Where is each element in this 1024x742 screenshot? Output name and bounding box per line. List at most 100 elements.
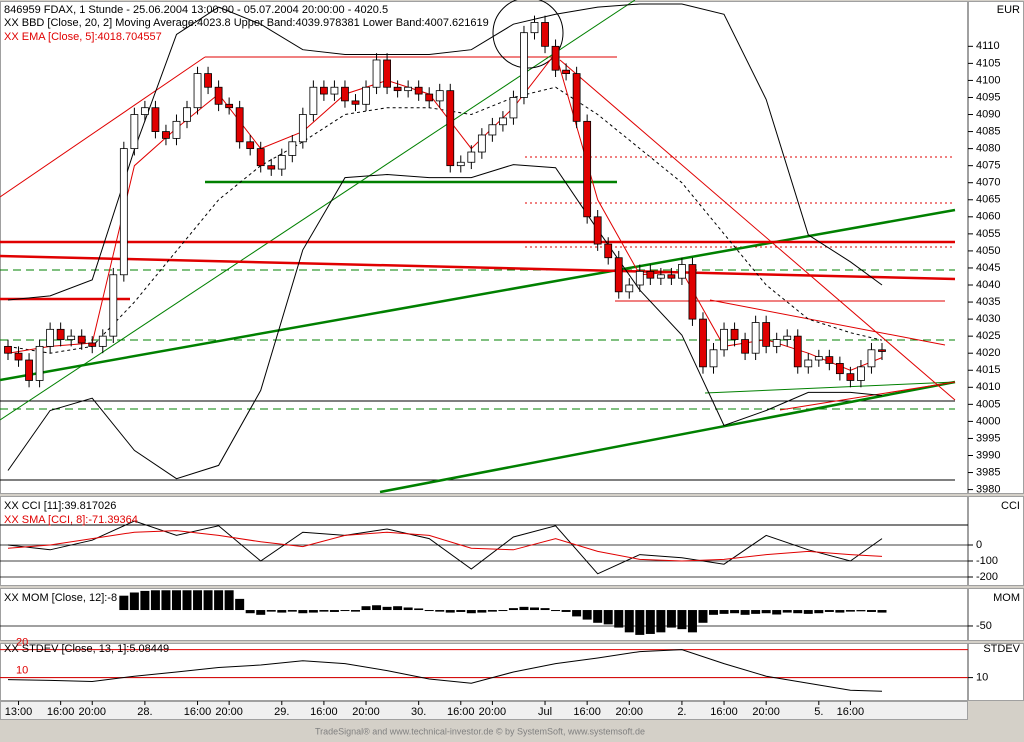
y-tick-label: 4000: [976, 415, 1000, 427]
bar: [677, 610, 687, 630]
x-tick-label: 16:00: [47, 706, 75, 718]
bar: [698, 610, 708, 623]
candle-body: [35, 345, 44, 381]
bar: [582, 610, 592, 620]
bar: [856, 610, 866, 612]
candle-body: [520, 32, 528, 98]
bar: [730, 610, 740, 614]
bar: [519, 606, 529, 611]
bar: [487, 610, 497, 612]
bar: [298, 610, 308, 614]
candle-body: [551, 45, 560, 71]
y-tick-label: 4045: [976, 262, 1000, 274]
candle-body: [362, 86, 370, 105]
bar: [414, 608, 424, 611]
candle-body: [193, 73, 202, 109]
candle-body: [235, 107, 244, 143]
candle-body: [25, 359, 33, 381]
y-tick-label: 4050: [976, 245, 1000, 257]
candle-body: [298, 114, 307, 143]
y-tick-label: 3990: [976, 449, 1000, 461]
bar: [266, 610, 276, 612]
stdev-panel: [0, 643, 968, 701]
bar: [772, 610, 782, 615]
x-tick-label: 16:00: [710, 706, 738, 718]
candle-body: [593, 216, 602, 245]
candle-body: [825, 356, 834, 364]
candle-body: [814, 356, 823, 361]
candle-body: [77, 335, 86, 344]
bar: [551, 610, 561, 612]
bar: [845, 610, 855, 612]
y-tick-label: 4070: [976, 177, 1000, 189]
candle-body: [772, 339, 781, 347]
bar: [656, 610, 666, 633]
legend-entry: XX STDEV [Close, 13, 1]:5.08449: [4, 643, 169, 655]
bar: [203, 590, 213, 611]
bar: [214, 590, 224, 611]
candle-body: [783, 335, 792, 340]
y-tick-label: 4005: [976, 398, 1000, 410]
x-tick-label: 16:00: [310, 706, 338, 718]
bar: [308, 610, 318, 613]
candle-body: [98, 335, 107, 347]
bar: [193, 590, 203, 611]
candle-body: [667, 274, 676, 279]
candle-body: [214, 86, 223, 105]
x-tick-label: 29.: [274, 706, 289, 718]
candle-body: [467, 151, 476, 163]
highlight-circle: [492, 0, 564, 69]
candle-body: [720, 328, 728, 351]
y-tick-label: 4110: [976, 40, 1000, 52]
trend-line: [704, 381, 956, 394]
candle-body: [688, 264, 697, 320]
bar: [256, 610, 266, 615]
candle-body: [319, 86, 328, 95]
bar: [635, 610, 645, 635]
y-tick-label: -50: [976, 620, 992, 632]
bar: [182, 590, 192, 611]
x-tick-label: 30.: [411, 706, 426, 718]
stdev-axis-area: [968, 643, 1024, 701]
x-tick-label: 20:00: [352, 706, 380, 718]
bar: [835, 610, 845, 613]
y-tick-label: 4075: [976, 160, 1000, 172]
y-tick-label: 3995: [976, 432, 1000, 444]
candle-body: [446, 90, 455, 167]
x-tick-label: 13:00: [5, 706, 33, 718]
overlay-line: [7, 3, 883, 301]
bar: [477, 610, 487, 613]
trend-line: [559, 59, 956, 401]
candle-body: [793, 335, 802, 368]
candle-body: [635, 270, 644, 286]
candle-body: [541, 22, 549, 47]
y-tick-label: 4020: [976, 347, 1000, 359]
y-tick-label: 4060: [976, 211, 1000, 223]
bar: [540, 608, 550, 611]
candle-body: [67, 335, 76, 340]
candle-body: [804, 359, 813, 368]
candle-body: [393, 86, 402, 92]
trend-line: [779, 381, 956, 411]
y-tick-label: 10: [976, 672, 988, 684]
bar: [424, 610, 434, 612]
candle-body: [383, 59, 391, 88]
x-tick-label: 16:00: [447, 706, 475, 718]
candle-body: [56, 328, 65, 340]
bar: [382, 606, 392, 611]
bar: [150, 590, 160, 611]
legend-entry: XX CCI [11]:39.817026: [4, 500, 116, 512]
y-tick-label: 4055: [976, 228, 1000, 240]
legend-entry: XX SMA [CCI, 8]:-71.39364: [4, 514, 138, 526]
bar: [824, 610, 834, 612]
indicator-line: [7, 530, 883, 562]
candle-body: [404, 86, 413, 92]
x-tick-label: 5.: [814, 706, 823, 718]
candle-body: [878, 349, 886, 352]
bar: [603, 610, 613, 625]
y-tick-label: 4030: [976, 313, 1000, 325]
candle-body: [509, 97, 518, 119]
candle-body: [656, 274, 665, 279]
bar: [435, 610, 445, 612]
y-tick-label: -100: [976, 555, 998, 567]
